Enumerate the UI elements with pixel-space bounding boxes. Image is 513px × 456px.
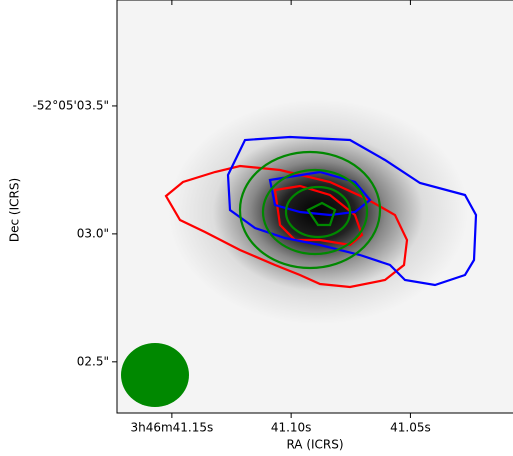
beam — [121, 343, 189, 407]
x-tick-label: 41.05s — [390, 421, 431, 435]
image — [117, 0, 513, 413]
y-axis-label: Dec (ICRS) — [8, 178, 22, 242]
x-tick-label: 41.10s — [271, 421, 312, 435]
y-tick-label: -52°05'03.5" — [33, 98, 109, 112]
y-tick-label: 02.5" — [77, 354, 109, 368]
x-tick-label: 3h46m41.15s — [130, 421, 213, 435]
chart: RA (ICRS) Dec (ICRS) 3h46m41.15s 41.10s 41… — [0, 0, 513, 456]
x-axis-label: RA (ICRS) — [286, 438, 343, 452]
y-tick-label: 03.0" — [77, 226, 109, 240]
intensity-map — [168, 100, 468, 324]
